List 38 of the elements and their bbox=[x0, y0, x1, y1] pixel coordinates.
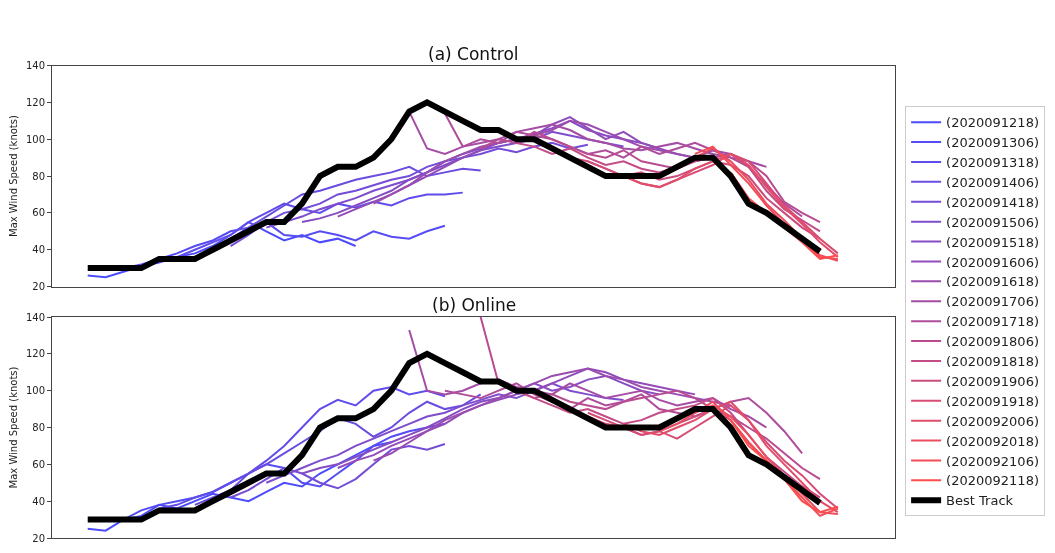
legend-label: (2020091918) bbox=[946, 393, 1039, 409]
chart-title: (a) Control bbox=[428, 44, 519, 64]
legend-label: (2020091706) bbox=[946, 294, 1039, 310]
y-tick-label: 120 bbox=[25, 348, 45, 360]
chart-title: (b) Online bbox=[432, 295, 517, 315]
legend-label: (2020091818) bbox=[946, 354, 1039, 370]
y-tick-label: 80 bbox=[32, 422, 45, 434]
y-tick-label: 40 bbox=[32, 495, 45, 507]
y-tick-label: 100 bbox=[25, 133, 45, 145]
legend-label: Best Track bbox=[946, 493, 1014, 509]
y-tick-label: 20 bbox=[32, 532, 45, 544]
legend-label: (2020091318) bbox=[946, 155, 1039, 171]
legend-label: (2020092118) bbox=[946, 473, 1039, 489]
legend-label: (2020091718) bbox=[946, 314, 1039, 330]
y-tick-label: 120 bbox=[25, 96, 45, 108]
y-axis-title: Max Wind Speed (knots) bbox=[7, 366, 19, 489]
legend-label: (2020092106) bbox=[946, 453, 1039, 469]
y-tick-label: 20 bbox=[32, 281, 45, 293]
legend-label: (2020091806) bbox=[946, 334, 1039, 350]
y-tick-label: 60 bbox=[32, 458, 45, 470]
y-axis-title: Max Wind Speed (knots) bbox=[7, 115, 19, 237]
legend-label: (2020092018) bbox=[946, 433, 1039, 449]
legend-label: (2020091506) bbox=[946, 214, 1039, 230]
y-tick-label: 140 bbox=[25, 311, 45, 323]
y-tick-label: 40 bbox=[32, 244, 45, 256]
legend-label: (2020091418) bbox=[946, 194, 1039, 210]
y-tick-label: 140 bbox=[25, 60, 45, 72]
legend-label: (2020091906) bbox=[946, 373, 1039, 389]
legend-label: (2020091218) bbox=[946, 115, 1039, 131]
legend-label: (2020092006) bbox=[946, 413, 1039, 429]
y-tick-label: 100 bbox=[25, 385, 45, 397]
y-tick-label: 60 bbox=[32, 207, 45, 219]
legend-label: (2020091306) bbox=[946, 135, 1039, 151]
legend-label: (2020091606) bbox=[946, 254, 1039, 270]
legend-label: (2020091406) bbox=[946, 174, 1039, 190]
legend-label: (2020091618) bbox=[946, 274, 1039, 290]
legend-label: (2020091518) bbox=[946, 234, 1039, 250]
y-tick-label: 80 bbox=[32, 170, 45, 182]
